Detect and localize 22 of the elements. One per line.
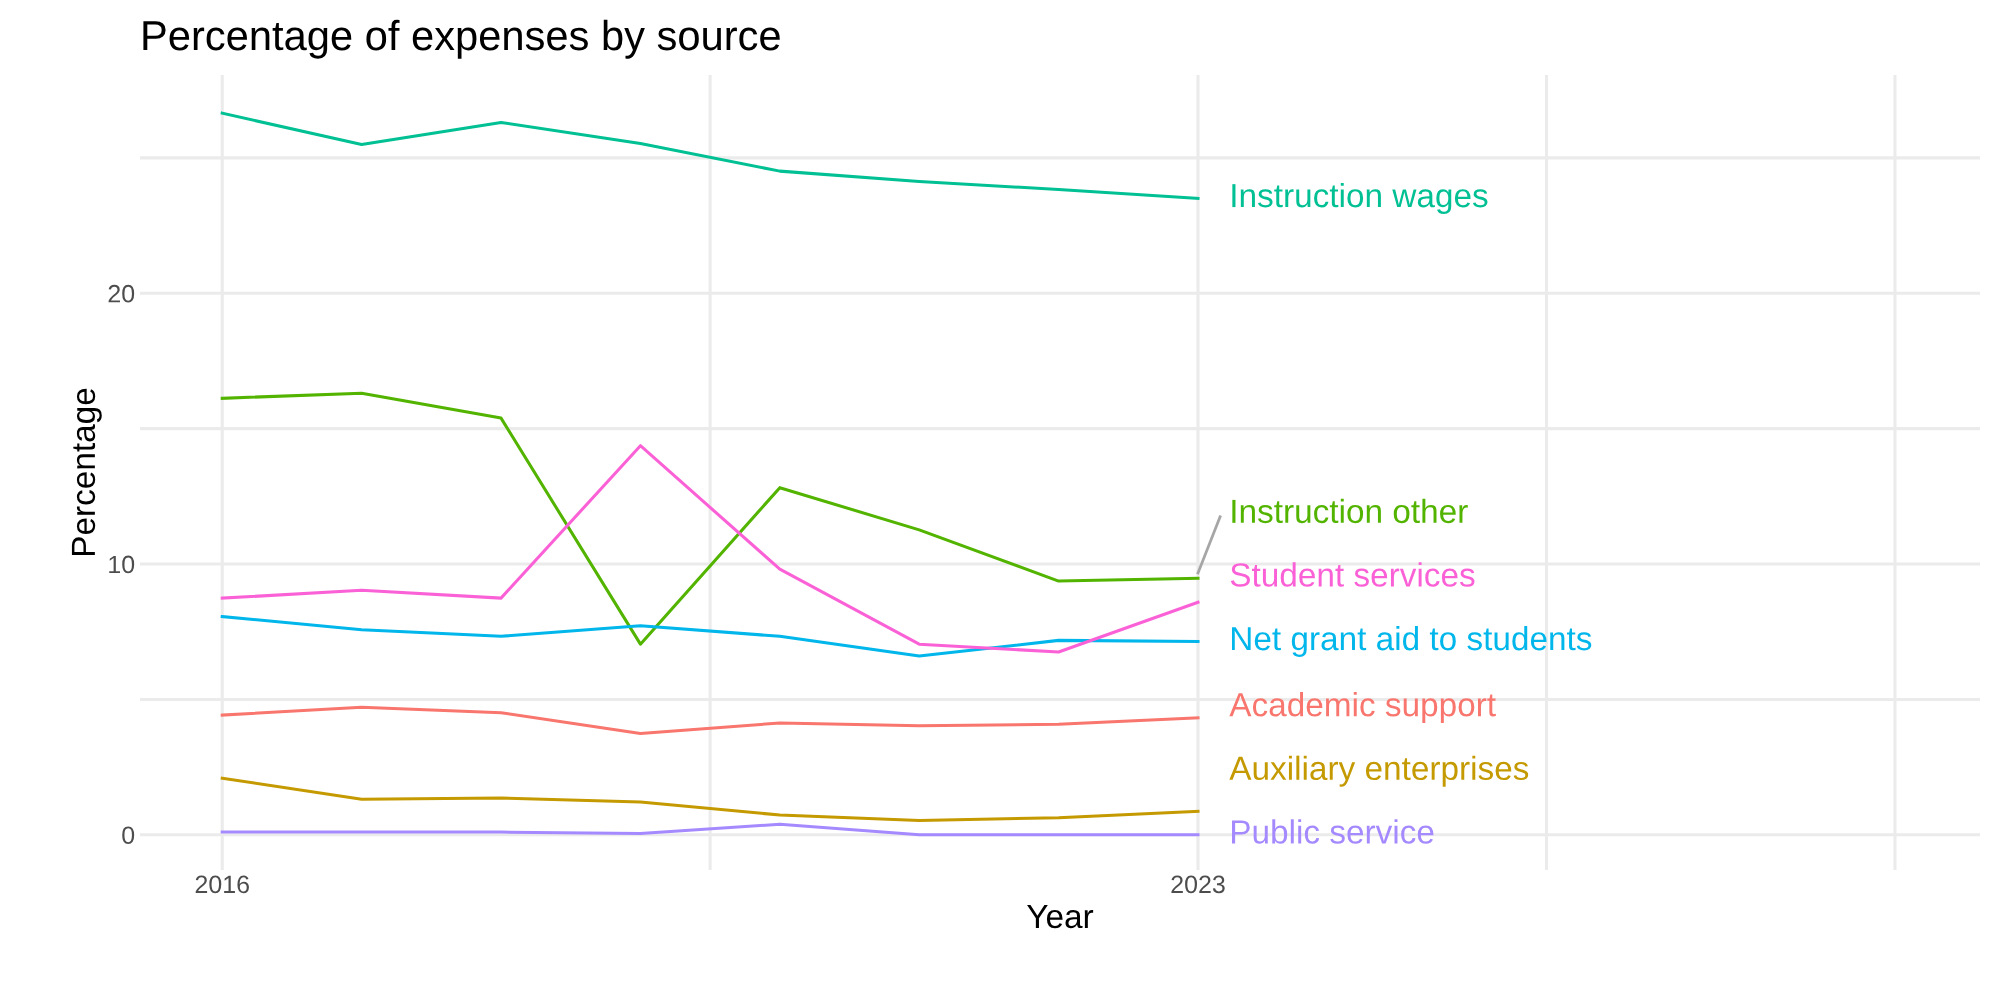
line-series [220,776,1200,822]
x-tick-label: 2023 [1171,875,1225,894]
series-label: Student services [1230,562,1475,587]
series-label: Instruction wages [1232,182,1488,215]
series-label: Net grant aid to students [1232,625,1592,657]
line-series [220,822,1200,837]
y-tick-label: 10 [109,555,135,574]
line-series [220,444,1200,654]
series-label: Academic support [1229,692,1496,724]
series-label: Auxiliary enterprises [1229,755,1529,787]
x-axis-title: Year [1027,904,1094,929]
x-tick-label: 2016 [195,875,249,894]
y-tick-label: 20 [108,284,135,303]
series-label: Instruction other [1232,498,1468,524]
line-series [220,111,1200,200]
line-series [220,391,1200,646]
series-label: Public service [1232,819,1434,844]
chart-title: Percentage of expenses by source [143,19,780,59]
y-tick-label: 0 [122,826,135,845]
y-axis-title: Percentage [71,388,102,556]
line-series [220,705,1200,736]
line-series [220,615,1200,658]
